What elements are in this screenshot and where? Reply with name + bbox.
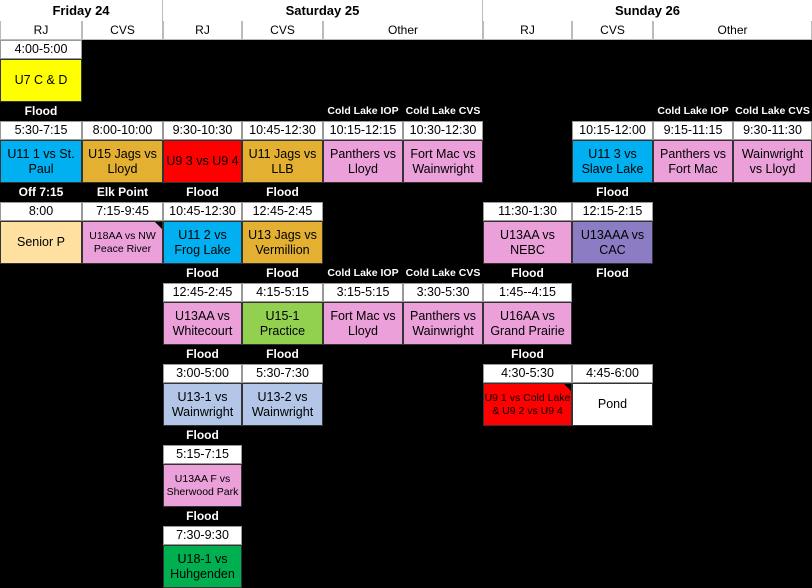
timeslot-cell[interactable]: 10:45-12:30 (242, 121, 323, 140)
timeslot-cell[interactable]: 9:30-10:30 (163, 121, 242, 140)
timeslot-cell[interactable]: 3:30-5:30 (403, 283, 483, 302)
game-cell[interactable]: U13AAA vs CAC (572, 221, 653, 264)
column-header-cvs: CVS (82, 21, 163, 40)
timeslot-cell[interactable]: 4:00-5:00 (0, 40, 82, 59)
column-header-other: Other (653, 21, 812, 40)
timeslot-cell[interactable]: 9:30-11:30 (733, 121, 812, 140)
rink-label: Cold Lake CVS (403, 102, 483, 121)
rink-label: Off 7:15 (0, 183, 82, 202)
game-cell[interactable]: Panthers vs Lloyd (323, 140, 403, 183)
column-header-rj: RJ (483, 21, 572, 40)
game-cell[interactable]: U13-2 vs Wainwright (242, 383, 323, 426)
rink-label: Flood (242, 345, 323, 364)
game-cell[interactable]: U11 2 vs Frog Lake (163, 221, 242, 264)
timeslot-cell[interactable]: 3:00-5:00 (163, 364, 242, 383)
column-header-rj: RJ (0, 21, 82, 40)
game-cell[interactable]: Wainwright vs Lloyd (733, 140, 812, 183)
timeslot-cell[interactable]: 1:45--4:15 (483, 283, 572, 302)
timeslot-cell[interactable]: 4:30-5:30 (483, 364, 572, 383)
rink-label: Flood (572, 183, 653, 202)
timeslot-cell[interactable]: 7:30-9:30 (163, 526, 242, 545)
timeslot-cell[interactable]: 5:30-7:30 (242, 364, 323, 383)
timeslot-cell[interactable]: 11:30-1:30 (483, 202, 572, 221)
column-header-other: Other (323, 21, 483, 40)
timeslot-cell[interactable]: 10:30-12:30 (403, 121, 483, 140)
game-cell[interactable]: Senior P (0, 221, 82, 264)
game-cell[interactable]: U7 C & D (0, 59, 82, 102)
game-cell[interactable]: U11 3 vs Slave Lake (572, 140, 653, 183)
timeslot-cell[interactable]: 5:15-7:15 (163, 445, 242, 464)
game-cell[interactable]: U9 3 vs U9 4 (163, 140, 242, 183)
rink-label: Cold Lake IOP (323, 102, 403, 121)
game-cell[interactable]: U11 1 vs St. Paul (0, 140, 82, 183)
rink-label: Cold Lake IOP (323, 264, 403, 283)
rink-label: Flood (242, 264, 323, 283)
column-header-rj: RJ (163, 21, 242, 40)
game-cell[interactable]: Pond (572, 383, 653, 426)
timeslot-cell[interactable]: 4:45-6:00 (572, 364, 653, 383)
day-header-friday: Friday 24 (0, 0, 163, 21)
rink-label: Flood (163, 426, 242, 445)
timeslot-cell[interactable]: 10:45-12:30 (163, 202, 242, 221)
rink-label: Flood (0, 102, 82, 121)
game-cell[interactable]: U9 1 vs Cold Lake & U9 2 vs U9 4 (483, 383, 572, 426)
timeslot-cell[interactable]: 12:45-2:45 (163, 283, 242, 302)
timeslot-cell[interactable]: 7:15-9:45 (82, 202, 163, 221)
game-cell[interactable]: U11 Jags vs LLB (242, 140, 323, 183)
column-header-cvs: CVS (242, 21, 323, 40)
timeslot-cell[interactable]: 9:15-11:15 (653, 121, 733, 140)
timeslot-cell[interactable]: 8:00 (0, 202, 82, 221)
game-cell[interactable]: U16AA vs Grand Prairie (483, 302, 572, 345)
game-cell[interactable]: U18AA vs NW Peace River (82, 221, 163, 264)
game-cell[interactable]: U13 Jags vs Vermillion (242, 221, 323, 264)
rink-label: Cold Lake CVS (733, 102, 812, 121)
rink-label: Elk Point (82, 183, 163, 202)
rink-label: Flood (163, 183, 242, 202)
rink-label: Flood (163, 345, 242, 364)
column-header-cvs: CVS (572, 21, 653, 40)
rink-label: Flood (163, 507, 242, 526)
game-cell[interactable]: Fort Mac vs Lloyd (323, 302, 403, 345)
timeslot-cell[interactable]: 12:15-2:15 (572, 202, 653, 221)
game-cell[interactable]: U18-1 vs Huhgenden (163, 545, 242, 588)
game-cell[interactable]: Panthers vs Wainwright (403, 302, 483, 345)
rink-label: Flood (242, 183, 323, 202)
day-header-saturday: Saturday 25 (163, 0, 483, 21)
game-cell[interactable]: U15-1 Practice (242, 302, 323, 345)
game-cell[interactable]: U15 Jags vs Lloyd (82, 140, 163, 183)
timeslot-cell[interactable]: 8:00-10:00 (82, 121, 163, 140)
game-cell[interactable]: U13AA vs NEBC (483, 221, 572, 264)
timeslot-cell[interactable]: 3:15-5:15 (323, 283, 403, 302)
game-cell[interactable]: U13AA vs Whitecourt (163, 302, 242, 345)
rink-label: Flood (163, 264, 242, 283)
game-cell[interactable]: Panthers vs Fort Mac (653, 140, 733, 183)
rink-label: Cold Lake CVS (403, 264, 483, 283)
timeslot-cell[interactable]: 5:30-7:15 (0, 121, 82, 140)
rink-label: Cold Lake IOP (653, 102, 733, 121)
timeslot-cell[interactable]: 4:15-5:15 (242, 283, 323, 302)
timeslot-cell[interactable]: 10:15-12:15 (323, 121, 403, 140)
game-cell[interactable]: U13-1 vs Wainwright (163, 383, 242, 426)
day-header-sunday: Sunday 26 (483, 0, 812, 21)
rink-label: Flood (572, 264, 653, 283)
timeslot-cell[interactable]: 10:15-12:00 (572, 121, 653, 140)
rink-label: Flood (483, 345, 572, 364)
game-cell[interactable]: U13AA F vs Sherwood Park (163, 464, 242, 507)
timeslot-cell[interactable]: 12:45-2:45 (242, 202, 323, 221)
game-cell[interactable]: Fort Mac vs Wainwright (403, 140, 483, 183)
rink-label: Flood (483, 264, 572, 283)
